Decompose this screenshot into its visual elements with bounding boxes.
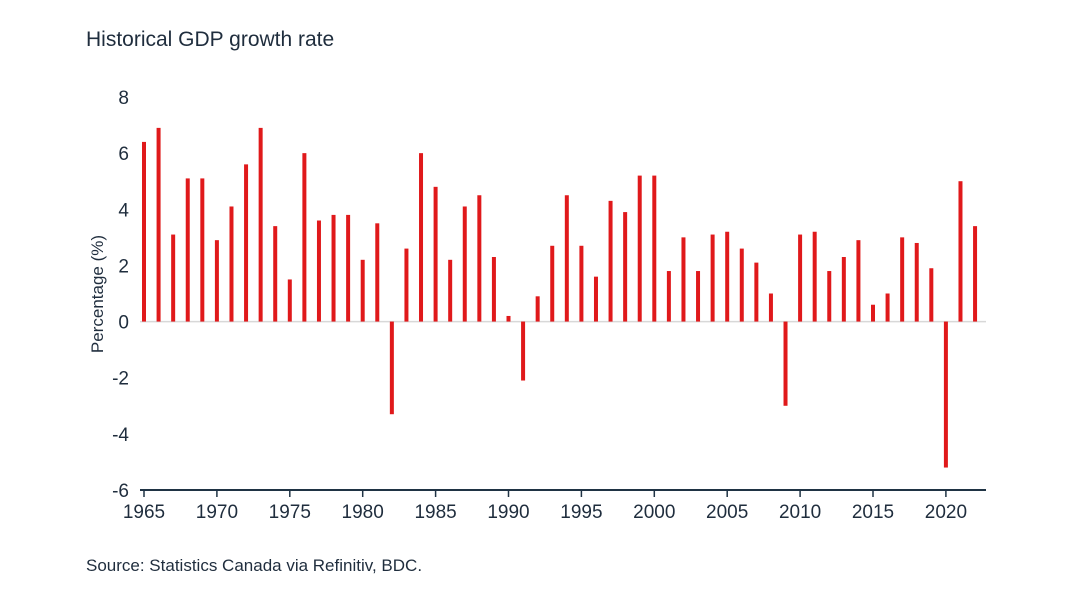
bar-2009 xyxy=(783,321,788,406)
x-tick-label: 2005 xyxy=(706,502,748,523)
bar-2017 xyxy=(900,237,905,322)
x-tick-label: 2020 xyxy=(925,502,967,523)
bar-1975 xyxy=(287,279,292,322)
bar-2013 xyxy=(841,257,846,322)
bar-1972 xyxy=(244,164,249,322)
y-tick-label: 8 xyxy=(118,88,129,109)
bar-1994 xyxy=(564,195,569,322)
x-tick-label: 1990 xyxy=(487,502,529,523)
y-tick-label: -2 xyxy=(112,369,129,390)
bar-2014 xyxy=(856,240,861,322)
x-tick-label: 1965 xyxy=(123,502,165,523)
x-tick-label: 2015 xyxy=(852,502,894,523)
y-tick-label: 4 xyxy=(118,200,129,221)
bar-1977 xyxy=(316,220,321,322)
chart-title: Historical GDP growth rate xyxy=(86,28,335,51)
bar-2003 xyxy=(696,271,701,322)
y-tick-labels: 8 6 4 2 0 -2 -4 -6 xyxy=(112,88,129,502)
bar-1984 xyxy=(419,153,424,322)
bar-2012 xyxy=(827,271,832,322)
bar-2008 xyxy=(768,293,773,322)
bar-2022 xyxy=(973,226,978,322)
x-tick-label: 1980 xyxy=(342,502,384,523)
bars-layer xyxy=(142,127,978,468)
bar-1971 xyxy=(229,206,234,322)
y-tick-label: 2 xyxy=(118,256,129,277)
bar-1973 xyxy=(258,127,263,322)
bar-2021 xyxy=(958,181,963,322)
x-tick-label: 1995 xyxy=(560,502,602,523)
bar-1976 xyxy=(302,153,307,322)
bar-1993 xyxy=(550,245,555,322)
y-tick-label: 6 xyxy=(118,144,129,165)
bar-1978 xyxy=(331,214,336,322)
bar-1969 xyxy=(200,178,205,322)
bar-2020 xyxy=(943,321,948,468)
x-tick-label: 1985 xyxy=(414,502,456,523)
y-axis-label: Percentage (%) xyxy=(88,235,107,353)
bar-1965 xyxy=(142,141,146,322)
bar-1995 xyxy=(579,245,584,322)
bar-2004 xyxy=(710,234,715,322)
y-tick-label: -4 xyxy=(112,425,129,446)
x-tick-label: 2010 xyxy=(779,502,821,523)
bar-2002 xyxy=(681,237,686,322)
bar-1990 xyxy=(506,315,511,322)
bar-2016 xyxy=(885,293,890,322)
bar-1987 xyxy=(462,206,467,322)
bar-1991 xyxy=(521,321,526,381)
y-tick-label: -6 xyxy=(112,481,129,502)
y-tick-label: 0 xyxy=(118,313,129,334)
bar-2011 xyxy=(812,231,817,322)
bar-1992 xyxy=(535,296,540,322)
bar-1997 xyxy=(608,200,613,322)
bar-1968 xyxy=(185,178,190,322)
bar-2006 xyxy=(739,248,744,322)
bar-2001 xyxy=(666,271,671,322)
bar-1983 xyxy=(404,248,409,322)
bar-1980 xyxy=(360,259,365,322)
bar-1986 xyxy=(448,259,453,322)
bar-1974 xyxy=(273,226,278,322)
bar-1967 xyxy=(171,234,176,322)
bar-1982 xyxy=(389,321,394,415)
bar-1970 xyxy=(214,240,219,322)
bar-1989 xyxy=(491,257,496,322)
bar-2010 xyxy=(798,234,803,322)
bar-2018 xyxy=(914,242,919,322)
bar-2000 xyxy=(652,175,657,322)
bar-2019 xyxy=(929,268,934,322)
x-tick-label: 2000 xyxy=(633,502,675,523)
bar-1981 xyxy=(375,223,380,322)
bar-1998 xyxy=(623,212,628,322)
bar-2007 xyxy=(754,262,759,322)
bar-2015 xyxy=(871,304,875,322)
bar-1985 xyxy=(433,186,438,322)
source-note: Source: Statistics Canada via Refinitiv,… xyxy=(86,556,423,575)
bar-1979 xyxy=(346,214,351,322)
bar-1996 xyxy=(593,276,598,322)
bar-1966 xyxy=(156,127,161,322)
x-axis: 1965 1970 1975 1980 1985 1990 1995 2000 2005 2010… xyxy=(123,489,986,523)
bar-2005 xyxy=(725,231,730,322)
bar-1988 xyxy=(477,195,482,322)
x-tick-label: 1970 xyxy=(196,502,238,523)
bar-1999 xyxy=(637,175,642,322)
x-tick-label: 1975 xyxy=(269,502,311,523)
